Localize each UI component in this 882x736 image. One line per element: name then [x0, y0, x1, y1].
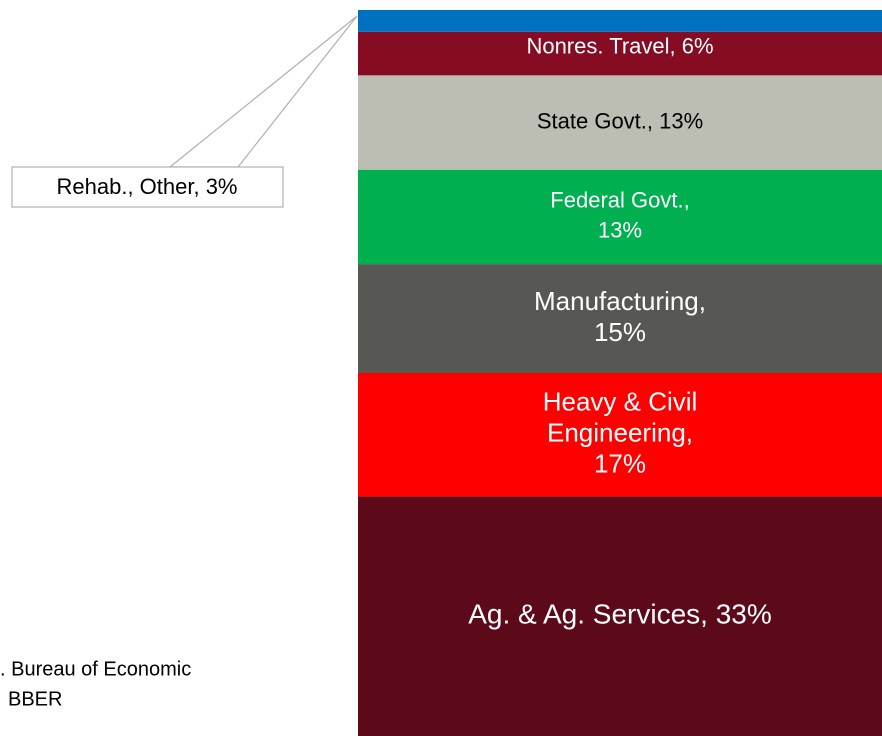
- data-label: Manufacturing,: [534, 286, 706, 316]
- source-text: . Bureau of Economic: [0, 658, 191, 680]
- data-label: State Govt., 13%: [537, 108, 703, 133]
- data-label: Nonres. Travel, 6%: [526, 33, 713, 58]
- bar-segment: [358, 75, 882, 170]
- bar-segment: [358, 31, 882, 76]
- bar-segment: [358, 169, 882, 265]
- data-label: Ag. & Ag. Services, 33%: [468, 599, 772, 630]
- callout-leader: [168, 15, 358, 168]
- data-label: 15%: [594, 317, 646, 347]
- data-label: Federal Govt.,: [550, 188, 689, 213]
- callout-box: [11, 166, 284, 208]
- source-text: BBER: [8, 688, 62, 710]
- bar-segment: [358, 10, 882, 32]
- bar-segment: [358, 373, 882, 497]
- data-label: Rehab., Other, 3%: [57, 174, 238, 199]
- bar-segment: [358, 496, 882, 736]
- data-label: Engineering,: [547, 418, 693, 448]
- data-label: 17%: [594, 449, 646, 479]
- data-label: Heavy & Civil: [543, 387, 698, 417]
- bar-segment: [358, 264, 882, 373]
- data-label: 13%: [598, 218, 642, 243]
